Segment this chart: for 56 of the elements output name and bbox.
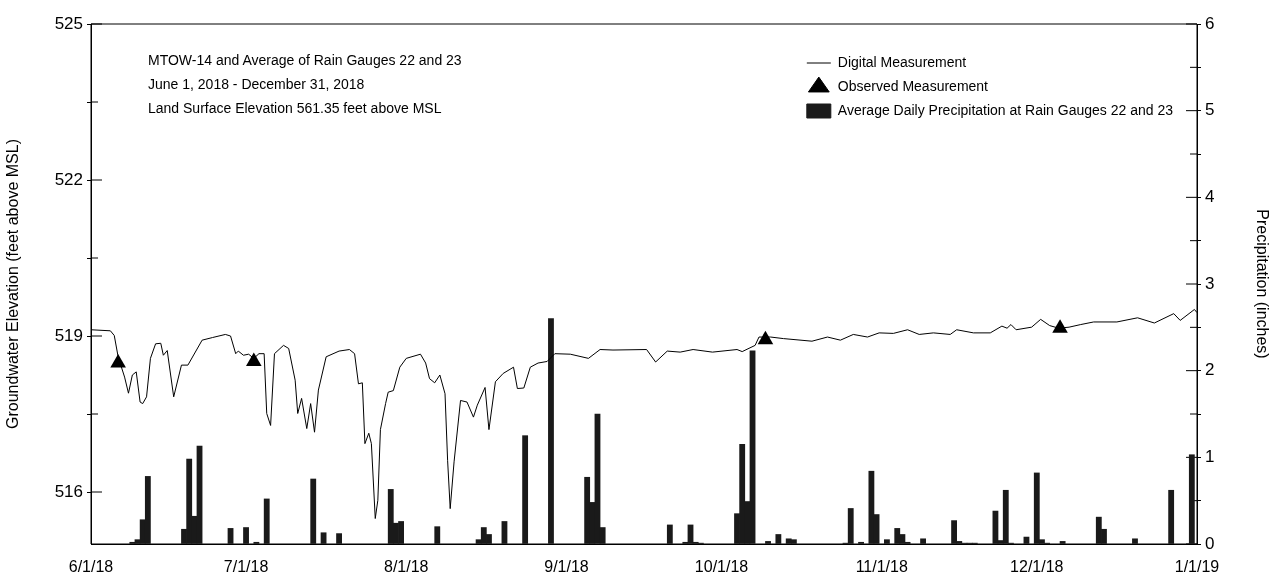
bar [1132,538,1138,544]
x-tick-label: 12/1/18 [1010,558,1064,576]
bar [144,476,151,544]
y2-tick-label: 0 [1205,533,1215,553]
bar [883,539,890,544]
bar [1188,454,1195,544]
y-tick-label: 519 [54,325,83,345]
y-tick-label: 525 [54,13,83,33]
y2-tick-label: 3 [1205,273,1215,293]
bar [387,489,394,544]
legend-label: Average Daily Precipitation at Rain Gauges 22 and 23 [837,101,1174,118]
y2-axis-title: Precipitation (inches) [1253,209,1271,359]
bar [1168,489,1175,544]
bar [847,508,854,544]
x-tick-label: 9/1/18 [544,558,589,576]
bar [951,520,958,544]
bar [434,526,441,544]
bar [548,318,554,544]
y2-tick-label: 6 [1205,13,1215,33]
bar [584,476,591,544]
bar [666,524,673,544]
y2-tick-label: 1 [1205,447,1215,467]
x-tick-label: 10/1/18 [694,558,749,576]
x-tick-label: 7/1/18 [223,558,269,576]
bar [790,539,797,544]
x-tick-label: 6/1/18 [68,558,114,576]
legend-label: Observed Measurement [837,77,989,94]
bar [765,541,771,544]
bar [243,527,249,544]
bar [522,435,529,544]
point [110,354,126,368]
bar [894,528,901,544]
x-tick-label: 8/1/18 [384,558,429,576]
legend-label: Digital Measurement [837,53,967,70]
y2-tick-label: 5 [1205,100,1215,120]
y-tick-label: 516 [54,481,83,501]
annotation: June 1, 2018 - December 31, 2018 [148,75,366,94]
y2-tick-label: 2 [1205,360,1215,380]
bar [775,534,782,544]
bar [320,532,327,544]
bar [310,478,317,544]
bar [263,498,270,544]
bar [1059,541,1066,544]
annotation: Land Surface Elevation 561.35 feet above MSL [148,99,443,118]
point [246,352,262,366]
bar [920,538,926,544]
bar [868,470,875,544]
x-tick-label: 1/1/19 [1174,558,1220,576]
point [1052,319,1068,333]
x-tick-label: 11/1/18 [855,558,908,576]
y2-tick-label: 4 [1205,187,1215,207]
bar [336,533,342,544]
annotation: MTOW-14 and Average of Rain Gauges 22 and 23 [148,51,462,70]
point [757,330,774,345]
y-axis-title: Groundwater Elevation (feet above MSL) [4,139,22,429]
y-tick-label: 522 [54,169,83,189]
